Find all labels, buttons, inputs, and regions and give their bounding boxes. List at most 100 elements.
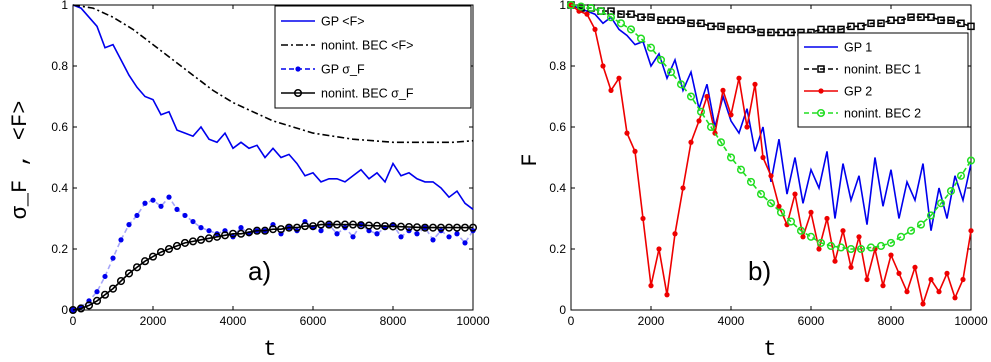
data-point <box>584 11 590 17</box>
data-point <box>460 223 470 232</box>
data-point <box>796 226 806 235</box>
data-point <box>308 222 318 231</box>
data-point <box>166 194 172 200</box>
data-point <box>886 238 896 247</box>
data-point <box>108 284 118 293</box>
data-point <box>316 220 326 229</box>
data-point <box>462 240 468 246</box>
data-point <box>332 220 342 229</box>
data-point <box>84 301 94 310</box>
data-point <box>636 34 646 43</box>
data-point <box>837 25 845 34</box>
data-point <box>927 13 935 21</box>
x-tick-label: 4000 <box>220 314 247 328</box>
data-point <box>906 226 916 235</box>
series-3 <box>566 0 976 254</box>
x-tick-label: 8000 <box>878 314 905 328</box>
legend-box <box>797 32 969 128</box>
legend-label: GP 2 <box>844 85 872 99</box>
data-point <box>937 16 945 24</box>
series-0 <box>570 4 972 231</box>
data-point <box>142 200 148 206</box>
data-point <box>182 212 188 219</box>
data-point <box>350 234 356 240</box>
data-point <box>608 87 614 93</box>
data-point <box>92 296 102 305</box>
data-point <box>148 252 158 261</box>
data-point <box>720 87 726 93</box>
x-tick-label: 6000 <box>798 314 825 328</box>
data-point <box>68 305 78 315</box>
data-point <box>624 130 630 136</box>
data-point <box>806 232 816 241</box>
data-point <box>276 225 286 234</box>
data-point <box>627 10 635 18</box>
data-point <box>468 223 478 232</box>
data-point <box>372 221 382 230</box>
data-point <box>172 241 182 250</box>
y-tick-label: 0.6 <box>549 120 566 134</box>
data-point <box>576 2 586 11</box>
data-point <box>190 218 196 225</box>
data-point <box>816 246 822 252</box>
x-tick-label: 6000 <box>300 314 327 328</box>
data-point <box>706 122 716 132</box>
data-point <box>76 304 86 313</box>
data-point <box>366 228 372 234</box>
data-point <box>364 221 374 230</box>
legend-label: nonint. BEC σ_F <box>321 87 414 101</box>
data-point <box>968 228 974 234</box>
data-point <box>847 22 855 31</box>
panel-a: 0 2000 4000 6000 8000 10000 0 0.2 0.4 0.6 0.8 1 t σ… <box>8 0 490 362</box>
data-point <box>640 215 646 222</box>
panel-b-ylabel: F <box>518 153 543 166</box>
data-point <box>126 222 132 228</box>
data-point <box>238 225 244 231</box>
data-point <box>324 220 334 229</box>
data-point <box>856 234 862 240</box>
data-point <box>150 197 156 203</box>
data-point <box>158 203 164 209</box>
data-point <box>728 112 734 118</box>
data-point <box>132 263 142 272</box>
data-point <box>398 234 404 240</box>
data-point <box>430 237 436 243</box>
data-point <box>260 226 270 235</box>
data-point <box>857 22 865 31</box>
data-point <box>866 243 876 252</box>
data-point <box>876 241 886 250</box>
data-point <box>340 220 350 229</box>
legend-label: GP <F> <box>321 15 365 29</box>
data-point <box>846 244 856 254</box>
data-point <box>960 276 966 283</box>
data-point <box>420 223 430 232</box>
series-line <box>72 4 474 210</box>
data-point <box>877 19 885 28</box>
data-point <box>647 13 655 21</box>
data-point <box>134 212 140 219</box>
y-tick-label: 0.4 <box>51 181 68 195</box>
legend-marker <box>295 66 301 72</box>
legend-label: nonint. BEC <F> <box>321 39 413 53</box>
data-point <box>596 7 606 16</box>
data-point <box>110 255 116 261</box>
data-point <box>206 228 212 234</box>
y-tick-label: 0 <box>559 303 566 317</box>
data-point <box>156 248 166 257</box>
y-tick-label: 0.8 <box>51 59 68 73</box>
legend-label: GP σ_F <box>321 63 365 77</box>
data-point <box>348 220 358 229</box>
data-point <box>334 231 340 237</box>
panel-a-xlabel: t <box>263 337 276 362</box>
data-point <box>947 16 955 24</box>
x-tick-label: 2000 <box>638 314 665 328</box>
x-tick-label: 0 <box>568 314 575 328</box>
x-tick-label: 8000 <box>380 314 407 328</box>
data-point <box>102 273 108 280</box>
data-point <box>676 80 686 89</box>
series-line <box>570 4 972 231</box>
x-tick-label: 10000 <box>954 314 988 328</box>
data-point <box>656 246 662 252</box>
data-point <box>856 244 866 254</box>
data-point <box>677 16 685 24</box>
